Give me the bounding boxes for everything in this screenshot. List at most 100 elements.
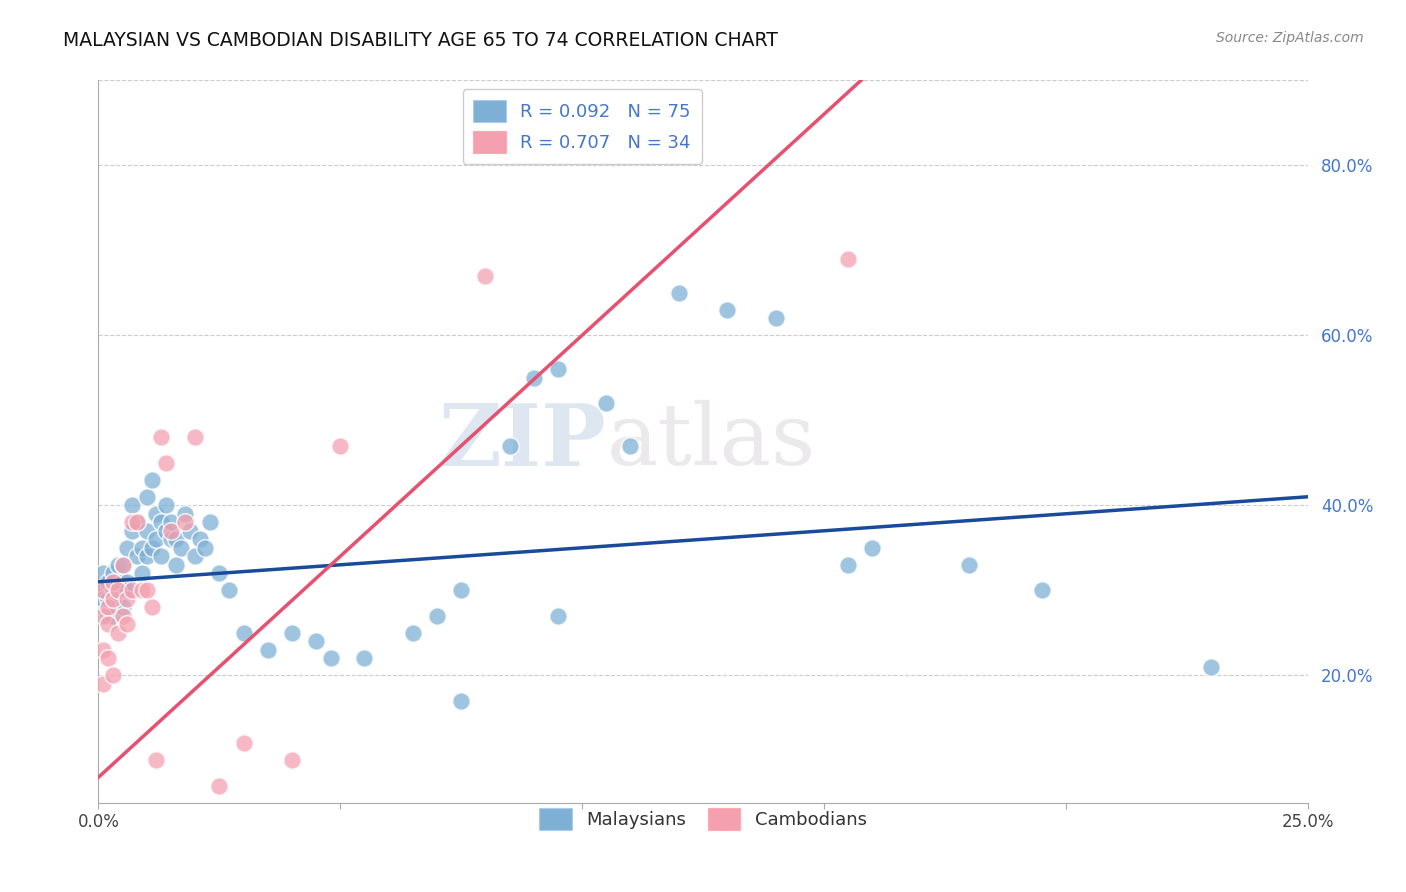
Point bbox=[145, 753, 167, 767]
Point bbox=[1199, 660, 1222, 674]
Point bbox=[198, 516, 221, 530]
Point bbox=[174, 516, 197, 530]
Point bbox=[194, 541, 217, 555]
Point bbox=[957, 558, 980, 572]
Point bbox=[141, 600, 163, 615]
Point bbox=[127, 549, 149, 564]
Point bbox=[117, 541, 139, 555]
Point bbox=[141, 541, 163, 555]
Point bbox=[127, 516, 149, 530]
Point bbox=[117, 583, 139, 598]
Point bbox=[101, 574, 124, 589]
Point bbox=[107, 625, 129, 640]
Point bbox=[111, 583, 134, 598]
Point bbox=[91, 677, 114, 691]
Point bbox=[155, 498, 177, 512]
Point bbox=[101, 583, 124, 598]
Point bbox=[91, 591, 114, 606]
Point bbox=[111, 608, 134, 623]
Point bbox=[121, 498, 143, 512]
Point bbox=[155, 524, 177, 538]
Point bbox=[160, 533, 183, 547]
Point bbox=[547, 362, 569, 376]
Point bbox=[150, 516, 173, 530]
Point bbox=[111, 574, 134, 589]
Point bbox=[174, 507, 197, 521]
Text: ZIP: ZIP bbox=[439, 400, 606, 483]
Point bbox=[107, 583, 129, 598]
Point bbox=[523, 371, 546, 385]
Point bbox=[131, 583, 153, 598]
Point bbox=[101, 591, 124, 606]
Point bbox=[169, 541, 191, 555]
Point bbox=[91, 566, 114, 581]
Point bbox=[305, 634, 328, 648]
Point bbox=[101, 668, 124, 682]
Point bbox=[498, 439, 520, 453]
Point bbox=[91, 583, 114, 598]
Point bbox=[860, 541, 883, 555]
Point bbox=[595, 396, 617, 410]
Point bbox=[165, 533, 187, 547]
Point bbox=[716, 302, 738, 317]
Point bbox=[131, 541, 153, 555]
Point bbox=[111, 600, 134, 615]
Point bbox=[117, 591, 139, 606]
Point bbox=[97, 608, 120, 623]
Point bbox=[329, 439, 352, 453]
Text: Source: ZipAtlas.com: Source: ZipAtlas.com bbox=[1216, 31, 1364, 45]
Point bbox=[91, 642, 114, 657]
Point bbox=[184, 549, 207, 564]
Point bbox=[135, 490, 157, 504]
Point bbox=[97, 591, 120, 606]
Point bbox=[97, 651, 120, 665]
Point bbox=[1031, 583, 1053, 598]
Point bbox=[256, 642, 278, 657]
Point bbox=[450, 583, 472, 598]
Point bbox=[107, 583, 129, 598]
Point bbox=[117, 574, 139, 589]
Point bbox=[232, 736, 254, 750]
Point bbox=[184, 430, 207, 444]
Point bbox=[145, 533, 167, 547]
Point bbox=[121, 516, 143, 530]
Point bbox=[101, 608, 124, 623]
Point bbox=[101, 566, 124, 581]
Point bbox=[107, 558, 129, 572]
Point bbox=[837, 252, 859, 266]
Point bbox=[97, 574, 120, 589]
Point bbox=[111, 558, 134, 572]
Point bbox=[97, 617, 120, 632]
Point bbox=[150, 549, 173, 564]
Point bbox=[765, 311, 787, 326]
Text: atlas: atlas bbox=[606, 400, 815, 483]
Text: MALAYSIAN VS CAMBODIAN DISABILITY AGE 65 TO 74 CORRELATION CHART: MALAYSIAN VS CAMBODIAN DISABILITY AGE 65… bbox=[63, 31, 778, 50]
Point bbox=[135, 583, 157, 598]
Point bbox=[426, 608, 449, 623]
Point bbox=[208, 566, 231, 581]
Point bbox=[101, 591, 124, 606]
Legend: Malaysians, Cambodians: Malaysians, Cambodians bbox=[531, 801, 875, 837]
Point bbox=[150, 430, 173, 444]
Point bbox=[97, 600, 120, 615]
Point bbox=[179, 524, 201, 538]
Point bbox=[188, 533, 211, 547]
Point bbox=[281, 625, 304, 640]
Point bbox=[353, 651, 375, 665]
Point bbox=[619, 439, 641, 453]
Point bbox=[145, 507, 167, 521]
Point bbox=[135, 524, 157, 538]
Point bbox=[450, 694, 472, 708]
Point bbox=[131, 566, 153, 581]
Point bbox=[141, 473, 163, 487]
Point bbox=[135, 549, 157, 564]
Point bbox=[668, 285, 690, 300]
Point bbox=[91, 608, 114, 623]
Point bbox=[319, 651, 342, 665]
Point bbox=[91, 600, 114, 615]
Point bbox=[127, 516, 149, 530]
Point bbox=[160, 516, 183, 530]
Point bbox=[91, 583, 114, 598]
Point bbox=[155, 456, 177, 470]
Point bbox=[232, 625, 254, 640]
